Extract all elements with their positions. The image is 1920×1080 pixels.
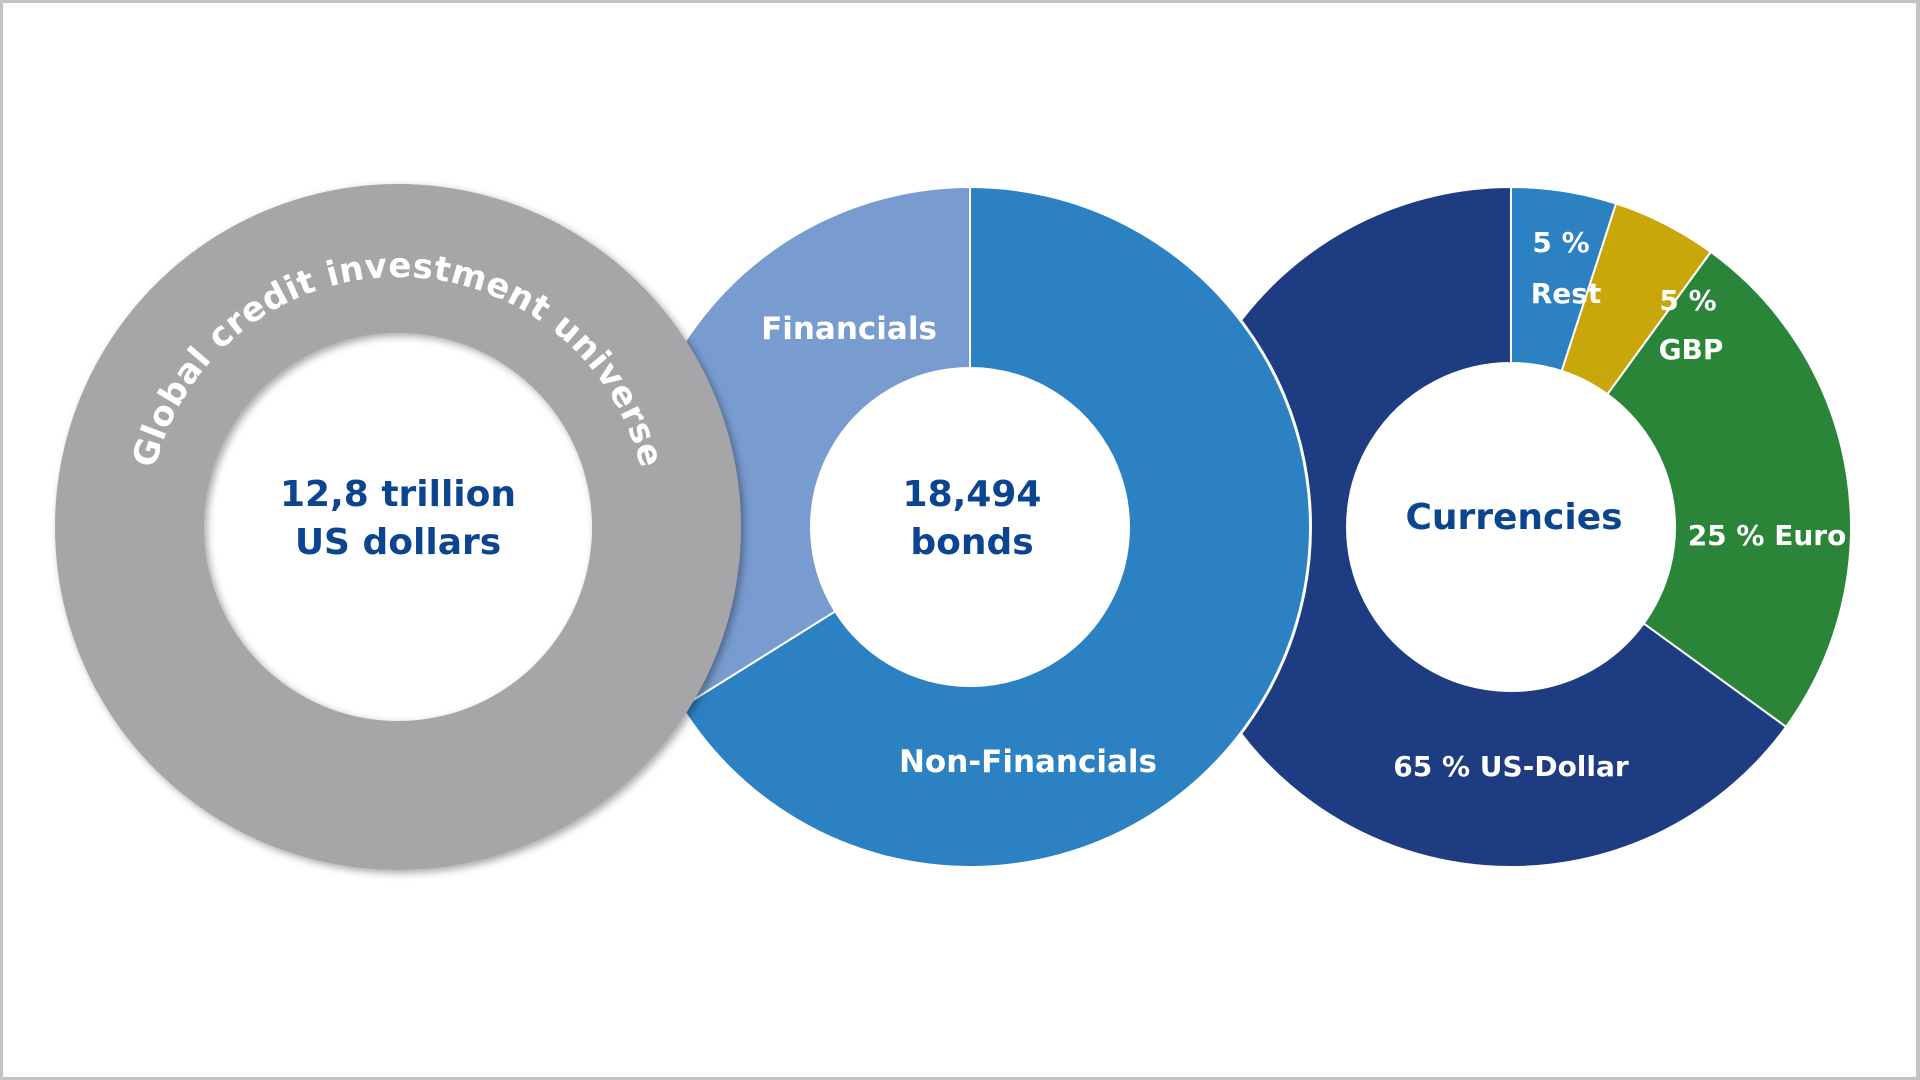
universe-ring[interactable] [54,184,741,871]
euro-label: 25 % Euro [1688,519,1847,552]
rest-pct-label: 5 % [1532,226,1589,259]
universe-unit: US dollars [295,522,501,563]
donut-charts: Global credit investment universe 12,8 t… [54,184,1852,871]
segment-euro[interactable] [1606,250,1852,729]
currencies-title: Currencies [1405,497,1622,538]
non-financials-label: Non-Financials [899,744,1157,780]
gbp-name-label: GBP [1659,333,1724,366]
currencies-donut [1170,185,1852,868]
bond-count-unit: bonds [910,522,1033,563]
chart-canvas: Global credit investment universe 12,8 t… [3,3,1916,1077]
gbp-pct-label: 5 % [1659,284,1716,317]
rest-name-label: Rest [1531,277,1602,310]
universe-amount: 12,8 trillion [280,474,516,515]
segment-non-financials[interactable] [680,185,1312,868]
bond-count: 18,494 [903,474,1042,515]
us-dollar-label: 65 % US-Dollar [1393,750,1629,783]
financials-label: Financials [761,311,937,347]
universe-donut [54,184,741,871]
